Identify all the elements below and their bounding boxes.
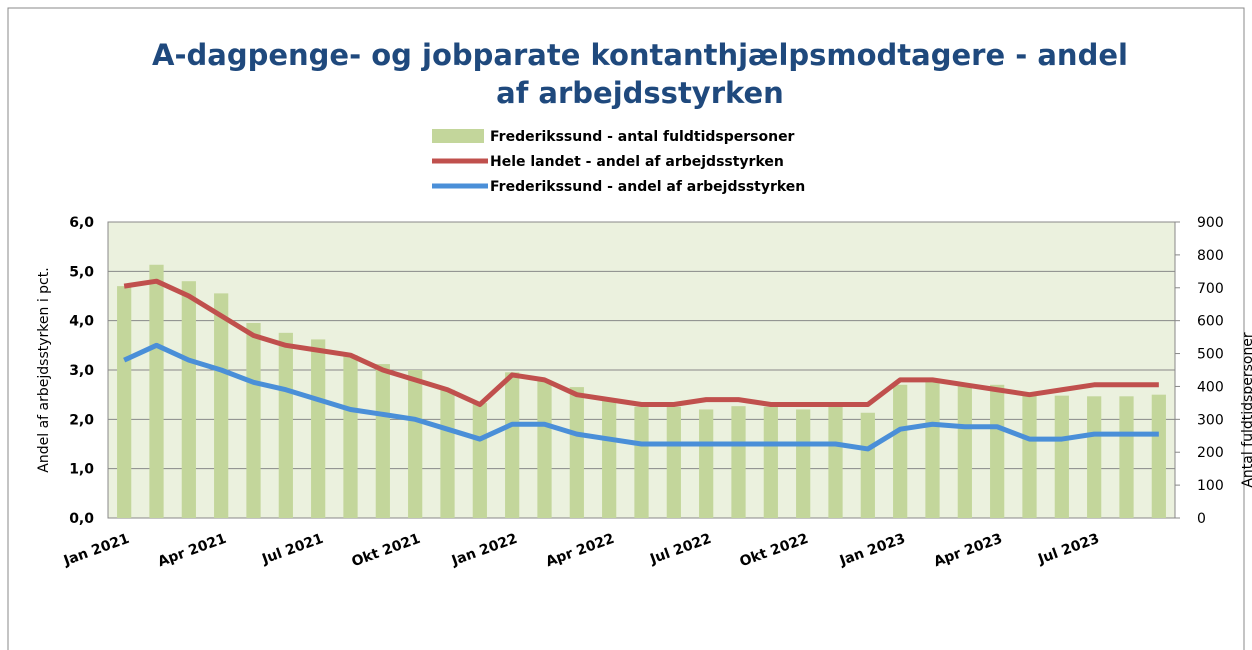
line	[123, 342, 1159, 452]
x-tick-label: Okt 2021	[350, 531, 423, 571]
y-tick-label: 5,0	[69, 264, 94, 280]
bar	[343, 355, 358, 518]
bar	[957, 384, 972, 518]
y-axis-label: Andel af arbejdsstyrken i pct.	[36, 267, 52, 472]
x-tick-label: Apr 2022	[544, 531, 617, 571]
x-tick-label: Jan 2022	[449, 531, 520, 570]
y-tick-label: 6,0	[69, 215, 94, 231]
bar	[569, 387, 584, 518]
bar	[990, 384, 1005, 518]
y2-tick-label: 800	[1197, 248, 1224, 264]
bar	[1087, 396, 1102, 518]
bar	[925, 380, 940, 518]
x-tick-label: Okt 2022	[738, 531, 811, 571]
x-tick-label: Jan 2021	[61, 531, 132, 570]
bar	[731, 406, 746, 518]
y2-tick-label: 700	[1197, 281, 1224, 297]
bar	[246, 322, 261, 518]
bar	[375, 364, 390, 518]
bar	[408, 370, 423, 518]
line	[123, 278, 1159, 408]
bar	[1054, 395, 1069, 518]
bar	[472, 402, 487, 518]
chart-title: A-dagpenge- og jobparate kontanthjælpsmo…	[152, 38, 1128, 110]
bar	[1119, 396, 1134, 518]
bar	[537, 380, 552, 518]
x-tick-label: Jul 2023	[1035, 531, 1101, 568]
y-tick-label: 0,0	[69, 511, 94, 527]
bar	[796, 409, 811, 518]
x-tick-label: Jul 2021	[259, 531, 325, 568]
y-tick-label: 4,0	[69, 314, 94, 330]
legend-label: Hele landet - andel af arbejdsstyrken	[490, 154, 784, 170]
bar	[311, 339, 326, 518]
y-tick-label: 1,0	[69, 462, 94, 478]
y-tick-label: 2,0	[69, 412, 94, 428]
y2-tick-label: 900	[1197, 215, 1224, 231]
y2-tick-label: 300	[1197, 412, 1224, 428]
y2-tick-label: 100	[1197, 478, 1224, 494]
legend-swatch	[432, 129, 484, 143]
bar	[505, 372, 520, 518]
legend-label: Frederikssund - antal fuldtidspersoner	[490, 129, 795, 145]
bar	[634, 406, 649, 518]
bar	[181, 281, 196, 518]
bar	[763, 406, 778, 518]
x-tick-label: Apr 2023	[932, 531, 1005, 571]
x-tick-label: Apr 2021	[156, 531, 229, 571]
bar	[666, 406, 681, 518]
bar	[699, 409, 714, 518]
y2-tick-label: 400	[1197, 379, 1224, 395]
legend-label: Frederikssund - andel af arbejdsstyrken	[490, 179, 805, 195]
y2-axis-label: Antal fuldtidspersoner	[1240, 332, 1252, 488]
y2-tick-label: 500	[1197, 347, 1224, 363]
frame	[7, 7, 1245, 650]
bar	[278, 332, 293, 518]
bar	[214, 293, 229, 518]
bar	[893, 384, 908, 518]
bar	[602, 399, 617, 518]
bar	[440, 389, 455, 518]
x-tick-label: Jan 2023	[837, 531, 908, 570]
y2-tick-label: 0	[1197, 511, 1206, 527]
bar	[828, 406, 843, 518]
bar	[149, 264, 164, 518]
bar	[1022, 394, 1037, 518]
y-tick-label: 3,0	[69, 363, 94, 379]
y2-tick-label: 600	[1197, 314, 1224, 330]
bar	[860, 412, 875, 518]
y2-tick-label: 200	[1197, 445, 1224, 461]
x-tick-label: Jul 2022	[647, 531, 713, 568]
bar	[1151, 394, 1166, 518]
bar	[117, 286, 132, 518]
